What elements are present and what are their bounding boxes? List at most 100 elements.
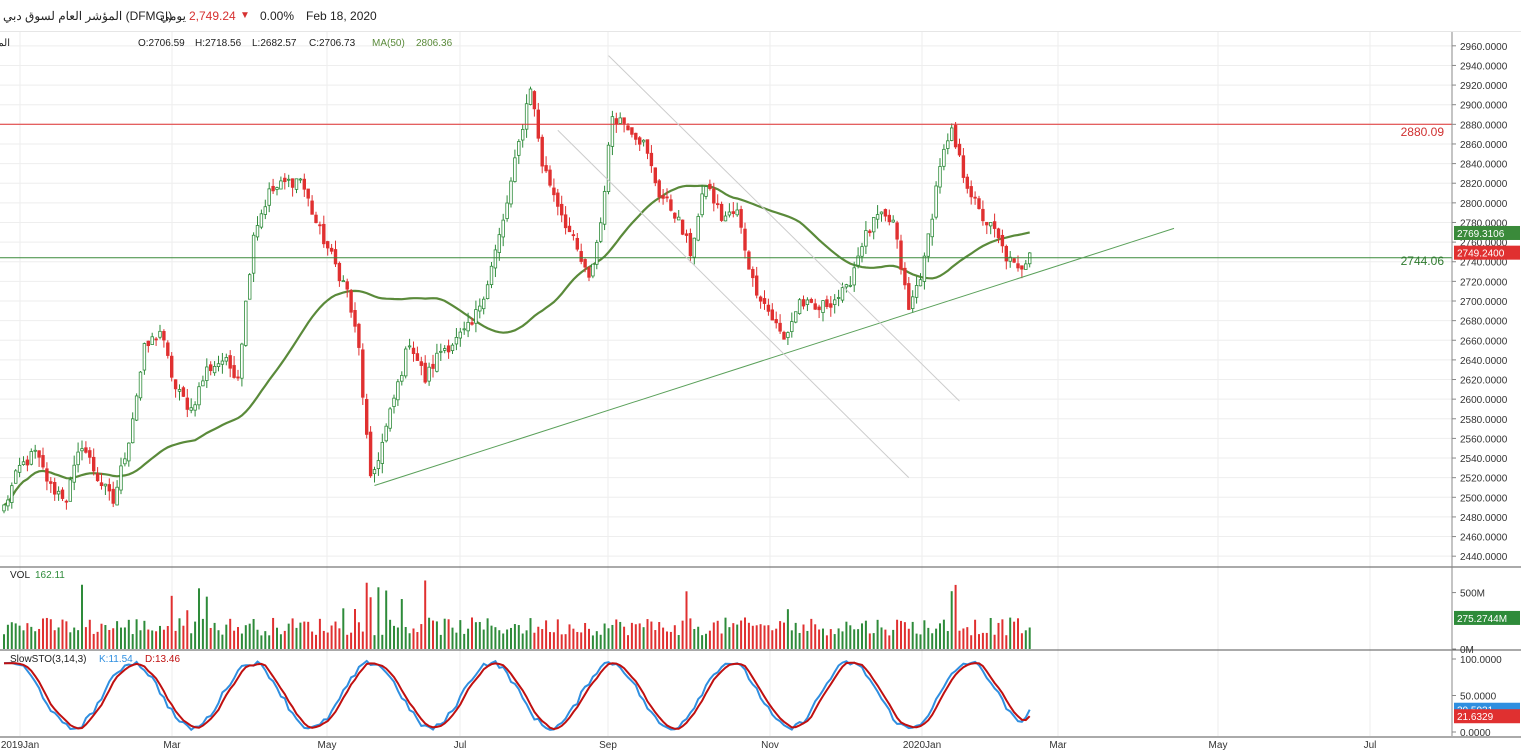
candle <box>392 394 396 414</box>
candle-body <box>493 249 498 269</box>
candle-body <box>283 177 287 183</box>
volume-bar <box>474 622 477 649</box>
volume-bar <box>907 628 910 649</box>
candle-body <box>263 206 267 215</box>
candle-body <box>267 188 271 206</box>
candle-body <box>1028 252 1032 265</box>
candle <box>868 229 872 237</box>
candle-body <box>758 296 763 302</box>
candle-body <box>641 139 646 143</box>
candle-body <box>985 221 989 226</box>
volume-bar <box>6 624 9 649</box>
candle <box>887 209 891 226</box>
x-tick-label: Jul <box>1364 740 1377 750</box>
candle <box>485 280 490 300</box>
candle <box>349 288 353 318</box>
volume-bar <box>685 591 688 649</box>
candle <box>450 343 455 354</box>
candle <box>649 145 654 173</box>
candle-body <box>583 259 587 268</box>
candle <box>247 273 252 300</box>
candle-body <box>485 284 490 299</box>
volume-bar <box>981 632 984 649</box>
candle <box>489 261 494 289</box>
vol-y-tick-label: 0M <box>1460 645 1474 656</box>
candle <box>427 362 431 386</box>
volume-bar <box>580 632 583 649</box>
y-tick-label: 2560.0000 <box>1460 434 1508 445</box>
candle <box>368 426 373 478</box>
candle <box>193 401 197 417</box>
y-tick-label: 2860.0000 <box>1460 140 1508 151</box>
candle-body <box>6 499 10 507</box>
candle-body <box>10 485 14 503</box>
interval-label[interactable]: يومي <box>160 9 186 23</box>
volume-bar <box>935 628 938 649</box>
candle <box>146 340 150 353</box>
volume-bar <box>513 624 516 649</box>
x-tick-label: Nov <box>761 740 779 750</box>
chart-area[interactable]: 2019Jan Mar May Jul Sep Nov 2020Jan Mar May Jul 24… <box>0 32 1521 750</box>
candle-body <box>427 366 431 382</box>
candle-body <box>439 350 443 353</box>
candle-body <box>669 199 673 211</box>
candle <box>197 382 201 410</box>
candle <box>53 477 57 501</box>
y-tick-label: 2940.0000 <box>1460 61 1508 72</box>
candle-body <box>532 91 537 110</box>
close-price-badge: 2749.2400 <box>1454 245 1520 260</box>
volume-bar <box>521 633 524 649</box>
candle-body <box>76 451 80 466</box>
y-tick-label: 2800.0000 <box>1460 199 1508 210</box>
volume-bar <box>623 626 626 649</box>
volume-bar <box>751 625 754 649</box>
candle-body <box>856 255 860 266</box>
volume-bar <box>389 619 392 649</box>
candle <box>891 215 895 224</box>
candle <box>396 379 400 406</box>
candle-body <box>606 144 611 192</box>
volume-bar <box>155 631 158 649</box>
candle-body <box>205 366 209 381</box>
candle-body <box>162 331 166 341</box>
volume-bar <box>677 635 680 649</box>
candle-body <box>181 387 186 397</box>
candle-body <box>887 214 891 223</box>
candle-body <box>177 389 182 392</box>
candle-body <box>380 441 384 464</box>
candle-body <box>240 343 244 379</box>
candle <box>922 252 927 290</box>
volume-bar <box>966 627 969 649</box>
candle-body <box>942 148 946 167</box>
candle <box>973 191 977 205</box>
candle <box>563 206 568 235</box>
candle-body <box>626 125 630 131</box>
volume-bar <box>61 619 64 649</box>
candle-body <box>829 303 833 308</box>
candle-body <box>212 366 217 374</box>
candle <box>774 311 778 329</box>
symbol-title[interactable]: المؤشر العام لسوق دبي (DFMGI) <box>3 9 173 23</box>
candle <box>201 375 205 387</box>
candle <box>899 234 903 275</box>
volume-bar <box>424 580 427 649</box>
volume-bar <box>783 622 785 649</box>
candle <box>864 221 868 255</box>
candle-body <box>762 298 767 304</box>
candle-body <box>302 178 306 190</box>
candle <box>977 195 981 210</box>
x-tick-label: Jul <box>454 740 467 750</box>
candle <box>634 132 638 146</box>
candle-body <box>957 143 962 156</box>
y-tick-label: 2520.0000 <box>1460 474 1508 485</box>
volume-bar <box>14 623 17 649</box>
candle <box>719 201 724 222</box>
candle <box>181 385 186 398</box>
candle-body <box>794 311 798 323</box>
candle-body <box>481 298 486 310</box>
volume-bar <box>1009 617 1012 649</box>
volume-bar <box>896 619 899 649</box>
candle <box>123 452 127 467</box>
candle <box>614 112 618 133</box>
volume-bar <box>291 618 294 649</box>
